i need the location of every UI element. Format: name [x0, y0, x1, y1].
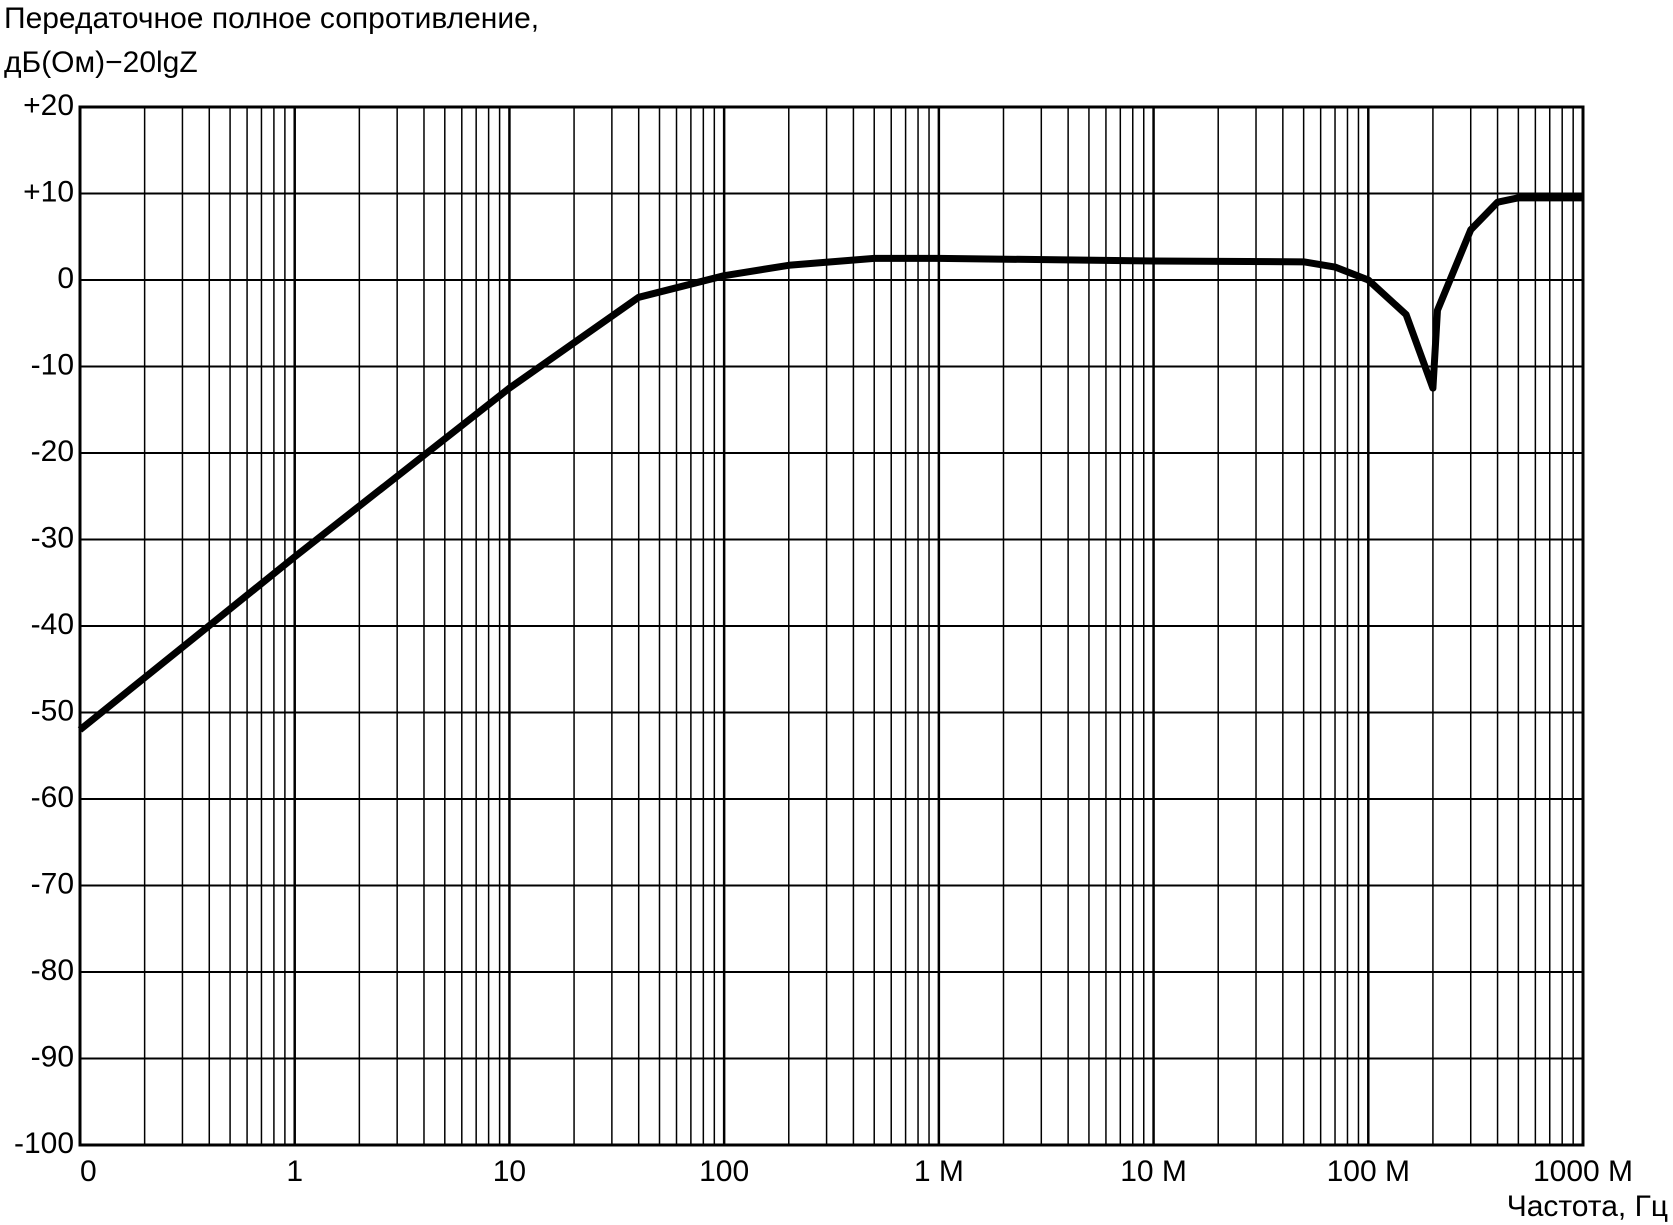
y-tick-label: -80 [31, 954, 74, 987]
x-tick-label: 0 [80, 1155, 97, 1188]
y-tick-label: -90 [31, 1040, 74, 1073]
x-tick-label: 100 [699, 1155, 749, 1188]
y-tick-label: -20 [31, 435, 74, 468]
x-tick-label: 10 [493, 1155, 526, 1188]
y-tick-label: 0 [57, 262, 74, 295]
y-tick-label: -10 [31, 348, 74, 381]
y-tick-label: -70 [31, 867, 74, 900]
x-tick-label: 1 M [914, 1155, 964, 1188]
y-tick-label: -40 [31, 608, 74, 641]
x-tick-label: 1 [286, 1155, 303, 1188]
y-tick-label: -100 [14, 1127, 74, 1160]
y-tick-label: -60 [31, 781, 74, 814]
y-tick-label: -30 [31, 521, 74, 554]
x-tick-label: 1000 M [1533, 1155, 1633, 1188]
chart-subtitle: дБ(Ом)−20lgZ [4, 46, 198, 79]
x-tick-label: 10 M [1120, 1155, 1187, 1188]
y-tick-label: -50 [31, 694, 74, 727]
data-line [77, 194, 1583, 733]
plot-frame [78, 105, 1585, 1147]
y-tick-label: +20 [23, 89, 74, 122]
x-tick-label: 100 M [1327, 1155, 1410, 1188]
chart-title: Передаточное полное сопротивление, [4, 2, 539, 35]
x-axis-label: Частота, Гц [1507, 1190, 1668, 1223]
y-tick-label: +10 [23, 175, 74, 208]
